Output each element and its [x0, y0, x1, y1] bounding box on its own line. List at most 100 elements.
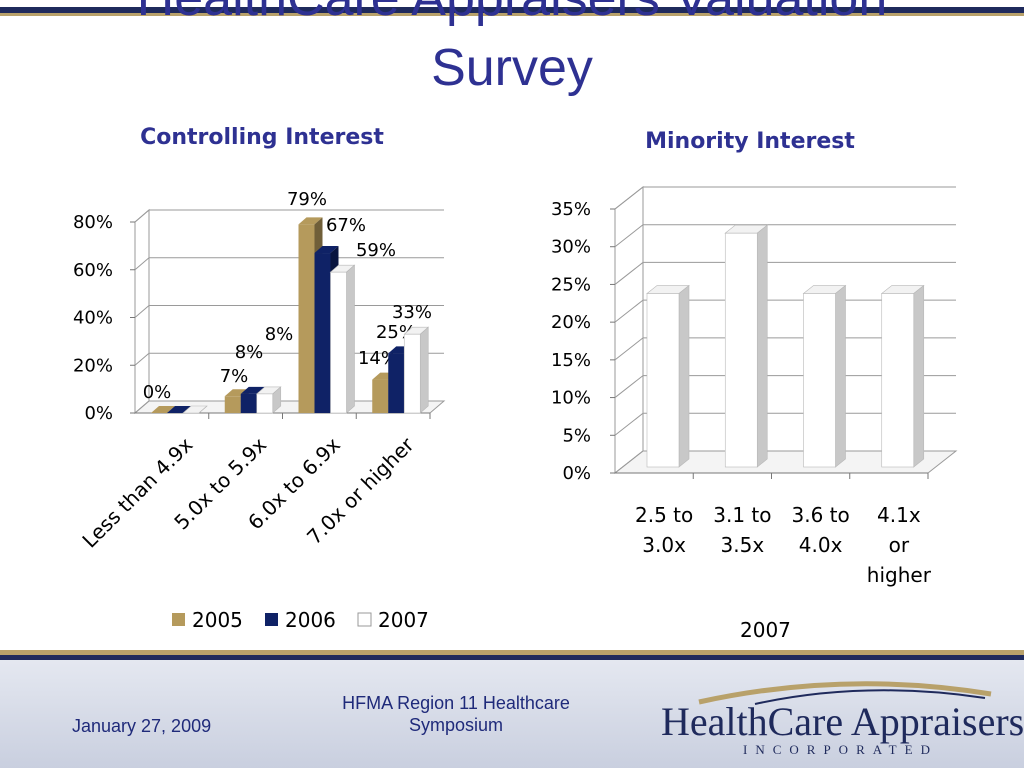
- logo-swoosh-icon: [698, 681, 992, 705]
- minority-y-tick-label: 30%: [551, 237, 591, 258]
- controlling-bar: [255, 386, 282, 414]
- controlling-legend-label: 2007: [378, 608, 429, 632]
- controlling-y-tick-label: 20%: [73, 355, 113, 376]
- slide-title-line-2: Survey: [431, 39, 593, 97]
- minority-category-label-line: 3.6 to: [792, 503, 850, 527]
- footer-date: January 27, 2009: [72, 716, 212, 736]
- controlling-data-label: 33%: [392, 302, 432, 323]
- minority-gridline: [614, 450, 956, 474]
- controlling-y-tick-label: 0%: [84, 403, 113, 424]
- minority-category-label-line: or: [889, 533, 910, 557]
- minority-bar-front: [724, 232, 758, 468]
- minority-legend-swatch: [719, 623, 732, 636]
- logo-name: HealthCare Appraisers: [661, 699, 1024, 744]
- controlling-category-label: Less than 4.9x: [77, 432, 197, 552]
- minority-category-label-line: 3.5x: [721, 533, 765, 557]
- controlling-data-label: 14%: [358, 348, 398, 369]
- controlling-bar: [403, 326, 430, 414]
- minority-gridline: [614, 337, 956, 361]
- controlling-legend-label: 2006: [285, 608, 336, 632]
- controlling-bar-front: [240, 393, 257, 413]
- footer-event: HFMA Region 11 Healthcare Symposium: [316, 692, 596, 736]
- controlling-bar-front: [224, 396, 241, 413]
- minority-gridline: [614, 375, 956, 398]
- charts-canvas: Controlling Interest Minority Interest 0…: [73, 125, 958, 642]
- top-navy-stripe: [0, 7, 1024, 13]
- minority-category-label: 3.6 to 4.0x: [792, 503, 850, 557]
- controlling-data-label: 8%: [265, 324, 294, 345]
- minority-y-tick-label: 0%: [562, 463, 591, 484]
- slide-title-line-1: HealthCare Appraisers Valuation: [0, 0, 1024, 28]
- minority-bar-side: [678, 284, 690, 468]
- footer-gold-stripe: [0, 650, 1024, 655]
- minority-bar-front: [646, 293, 680, 468]
- controlling-data-label: 8%: [235, 342, 264, 363]
- minority-legend-label: 2007: [740, 618, 791, 642]
- controlling-bar-front: [372, 379, 389, 413]
- minority-side-wall: [614, 185, 644, 475]
- minority-y-tick-label: 20%: [551, 312, 591, 333]
- controlling-data-label: 0%: [143, 382, 172, 403]
- controlling-data-label: 59%: [356, 240, 396, 261]
- minority-category-label: 2.5 to 3.0x: [635, 503, 693, 557]
- controlling-bar-front: [256, 393, 274, 414]
- controlling-bar: [182, 405, 208, 414]
- controlling-legend-swatch: [265, 613, 278, 626]
- footer-event-line-1: HFMA Region 11 Healthcare: [342, 693, 570, 713]
- minority-bar: [802, 284, 847, 468]
- controlling-bar-front: [330, 271, 347, 414]
- controlling-y-tick-label: 80%: [73, 212, 113, 233]
- logo-tagline: INCORPORATED: [743, 742, 938, 757]
- controlling-y-tick-label: 40%: [73, 308, 113, 329]
- minority-category-label-line: higher: [867, 563, 932, 587]
- minority-gridline: [614, 261, 956, 285]
- minority-category-label-line: 3.1 to: [713, 503, 771, 527]
- controlling-data-label: 7%: [220, 366, 249, 387]
- minority-category-label: 3.1 to 3.5x: [713, 503, 771, 557]
- controlling-legend-swatch: [172, 613, 185, 626]
- minority-category-label-line: 2.5 to: [635, 503, 693, 527]
- minority-category-label-line: 4.0x: [799, 533, 843, 557]
- minority-bar-front: [881, 293, 915, 468]
- controlling-chart-title: Controlling Interest: [140, 125, 384, 150]
- footer: January 27, 2009 HFMA Region 11 Healthca…: [0, 650, 1024, 768]
- minority-y-tick-label: 25%: [551, 274, 591, 295]
- controlling-legend-swatch: [357, 612, 372, 627]
- footer-navy-stripe: [0, 655, 1024, 660]
- minority-gridline: [614, 224, 956, 248]
- minority-chart-title: Minority Interest: [645, 129, 855, 154]
- controlling-bar-side: [198, 405, 208, 414]
- minority-category-label-line: 4.1x: [877, 503, 921, 527]
- minority-category-label: 4.1x or higher: [867, 503, 932, 587]
- footer-event-line-2: Symposium: [408, 715, 504, 735]
- minority-category-label-line: 3.0x: [642, 533, 686, 557]
- minority-y-tick-label: 10%: [551, 388, 591, 409]
- minority-bar-front: [803, 293, 836, 468]
- controlling-y-tick-label: 60%: [73, 260, 113, 281]
- top-gold-stripe: [0, 13, 1024, 16]
- controlling-bar: [329, 264, 356, 414]
- controlling-gridline: [134, 209, 444, 223]
- company-logo: HealthCare Appraisers INCORPORATED: [655, 670, 1024, 760]
- minority-bar: [880, 284, 925, 468]
- controlling-bar-front: [314, 253, 331, 413]
- minority-bar-side: [835, 284, 846, 468]
- minority-gridline: [614, 186, 956, 210]
- minority-bar-side: [913, 284, 925, 468]
- minority-gridline: [614, 412, 956, 436]
- minority-y-tick-label: 5%: [562, 425, 591, 446]
- top-accent-bar: [0, 0, 1024, 16]
- minority-bar-side: [756, 224, 768, 468]
- controlling-legend-label: 2005: [192, 608, 243, 632]
- controlling-bar-front: [388, 353, 405, 413]
- minority-y-tick-label: 35%: [551, 199, 591, 220]
- minority-bar: [646, 284, 690, 468]
- controlling-bar-front: [298, 224, 315, 413]
- minority-bar: [724, 224, 769, 468]
- controlling-bar-front: [403, 333, 421, 414]
- controlling-data-label: 79%: [287, 189, 327, 210]
- minority-y-tick-label: 15%: [551, 350, 591, 371]
- minority-gridline: [614, 299, 956, 323]
- controlling-gridline: [134, 257, 444, 271]
- controlling-data-label: 67%: [326, 215, 366, 236]
